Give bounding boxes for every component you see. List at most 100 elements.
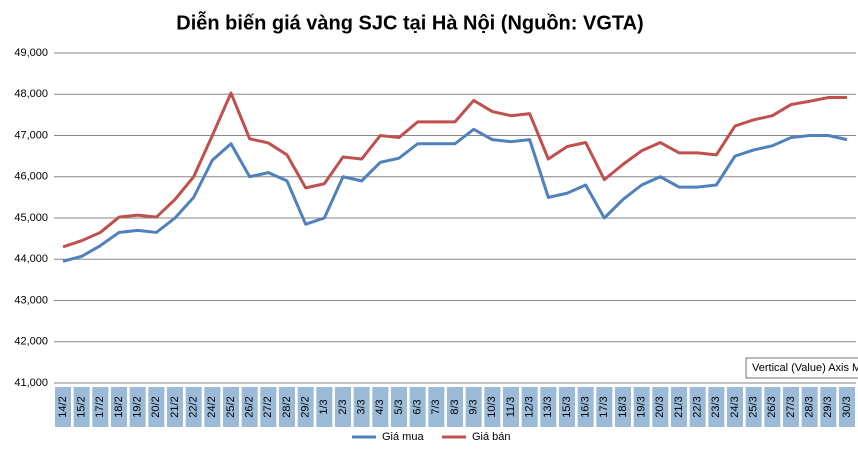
x-tick-highlight [260, 387, 277, 427]
x-tick-label: 15/2 [76, 396, 88, 417]
x-tick-highlight [801, 387, 818, 427]
x-tick-highlight [167, 387, 183, 427]
x-tick-highlight [820, 387, 837, 427]
x-tick-label: 20/3 [654, 396, 666, 417]
x-tick-highlight [783, 387, 799, 427]
x-tick-highlight [204, 387, 221, 427]
x-tick-label: 21/2 [169, 396, 181, 417]
x-tick-highlight [596, 387, 613, 427]
x-tick-label: 29/3 [822, 396, 834, 417]
y-tick-label: 48,000 [14, 88, 48, 100]
chart-title: Diễn biến giá vàng SJC tại Hà Nội (Nguồn… [176, 10, 643, 34]
x-tick-highlight [708, 387, 725, 427]
x-tick-highlight [484, 387, 501, 427]
y-tick-label: 44,000 [14, 253, 48, 265]
x-tick-highlight [577, 387, 594, 427]
x-tick-highlight [391, 387, 407, 427]
x-tick-label: 5/3 [393, 399, 405, 414]
legend-label: Giá bán [472, 431, 511, 443]
x-tick-label: 18/3 [617, 396, 629, 417]
x-tick-label: 30/3 [841, 396, 853, 417]
x-tick-highlight [745, 387, 762, 427]
x-tick-label: 22/3 [692, 396, 704, 417]
x-tick-highlight [727, 387, 743, 427]
y-tick-label: 42,000 [14, 336, 48, 348]
x-tick-label: 28/2 [281, 396, 293, 417]
x-tick-highlight [316, 387, 333, 427]
x-tick-label: 7/3 [430, 399, 442, 414]
x-tick-label: 14/2 [57, 396, 69, 417]
x-tick-highlight [465, 387, 482, 427]
x-tick-highlight [297, 387, 314, 427]
x-tick-highlight [447, 387, 463, 427]
x-tick-label: 18/2 [113, 396, 125, 417]
x-tick-highlight [55, 387, 71, 427]
x-tick-highlight [652, 387, 669, 427]
x-tick-highlight [428, 387, 445, 427]
x-tick-label: 17/2 [94, 396, 106, 417]
series-line [62, 127, 848, 263]
x-tick-highlight [633, 387, 650, 427]
series-line [62, 91, 847, 249]
x-tick-label: 9/3 [468, 399, 480, 414]
x-tick-highlight [615, 387, 631, 427]
x-tick-label: 25/2 [225, 396, 237, 417]
x-tick-label: 21/3 [673, 396, 685, 417]
x-tick-label: 11/3 [505, 397, 517, 418]
x-tick-label: 6/3 [412, 399, 424, 414]
x-tick-label: 24/3 [729, 396, 741, 417]
x-tick-label: 15/3 [561, 396, 573, 417]
y-tick-label: 49,000 [14, 47, 48, 59]
x-tick-label: 24/2 [206, 396, 218, 417]
y-tick-label: 41,000 [14, 377, 48, 389]
x-tick-label: 27/2 [262, 396, 274, 417]
x-tick-label: 19/2 [132, 396, 144, 417]
x-tick-label: 26/3 [766, 396, 778, 417]
x-tick-label: 20/2 [150, 396, 162, 417]
x-tick-label: 17/3 [598, 396, 610, 417]
x-tick-label: 2/3 [337, 399, 349, 414]
x-tick-highlight [521, 387, 538, 427]
x-tick-label: 16/3 [580, 396, 592, 417]
x-tick-label: 22/2 [188, 396, 200, 417]
x-tick-highlight [279, 387, 295, 427]
x-tick-highlight [503, 387, 519, 427]
x-tick-label: 19/3 [636, 396, 648, 417]
x-tick-highlight [111, 387, 127, 427]
x-tick-highlight [223, 387, 239, 427]
x-tick-label: 23/3 [710, 396, 722, 417]
x-tick-highlight [241, 387, 258, 427]
x-tick-label: 3/3 [356, 399, 368, 414]
x-tick-highlight [148, 387, 165, 427]
x-tick-label: 8/3 [449, 399, 461, 414]
x-tick-label: 26/2 [244, 396, 256, 417]
y-tick-label: 43,000 [14, 294, 48, 306]
x-tick-label: 1/3 [318, 399, 330, 414]
x-tick-label: 4/3 [374, 399, 386, 414]
y-tick-label: 47,000 [14, 129, 48, 141]
x-tick-label: 25/3 [748, 396, 760, 417]
x-tick-highlight [129, 387, 146, 427]
x-tick-highlight [185, 387, 202, 427]
x-tick-highlight [409, 387, 426, 427]
x-tick-highlight [559, 387, 575, 427]
tooltip-text: Vertical (Value) Axis Major Gridlines [752, 362, 858, 374]
x-tick-highlight [372, 387, 389, 427]
legend-label: Giá mua [382, 431, 424, 443]
x-tick-highlight [764, 387, 781, 427]
x-tick-label: 12/3 [524, 396, 536, 417]
x-tick-highlight [353, 387, 370, 427]
x-tick-label: 27/3 [785, 396, 797, 417]
x-tick-label: 28/3 [804, 396, 816, 417]
x-tick-highlight [540, 387, 557, 427]
x-tick-highlight [335, 387, 351, 427]
y-tick-label: 46,000 [14, 171, 48, 183]
x-tick-label: 13/3 [542, 396, 554, 417]
tooltip-box [745, 357, 858, 379]
x-tick-label: 29/2 [300, 396, 312, 417]
y-tick-label: 45,000 [14, 212, 48, 224]
x-tick-highlight [839, 387, 855, 427]
x-tick-highlight [671, 387, 687, 427]
x-tick-highlight [73, 387, 90, 427]
